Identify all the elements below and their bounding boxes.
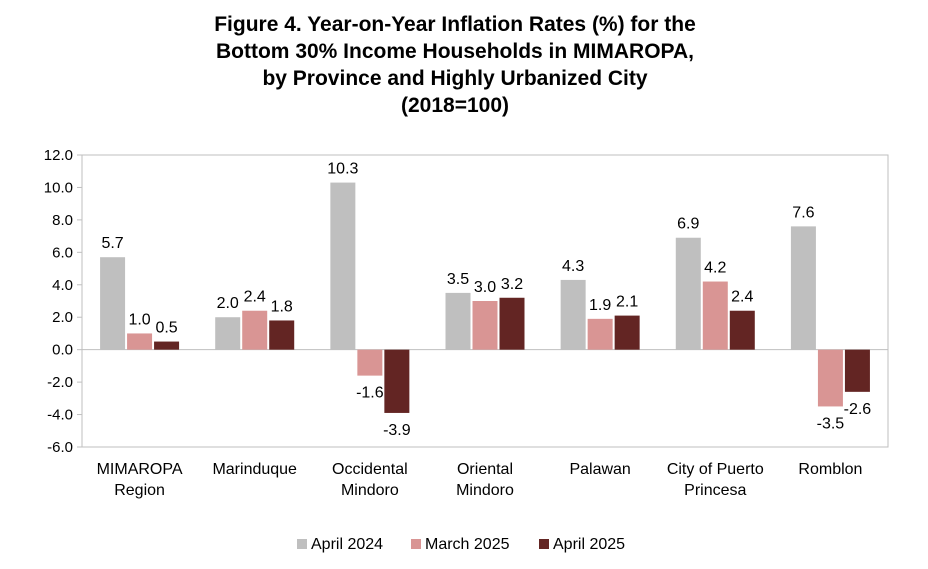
y-tick-label: -4.0: [47, 407, 73, 424]
x-category-label: Region: [114, 482, 165, 499]
bar: [675, 237, 701, 350]
data-label: 2.1: [616, 294, 638, 311]
chart-title: Figure 4. Year-on-Year Inflation Rates (…: [214, 13, 696, 117]
bar: [587, 318, 613, 350]
y-tick-label: 8.0: [52, 212, 73, 229]
y-tick-label: -2.0: [47, 374, 73, 391]
plot-area: 12.0 10.0 8.0 6.0 4.0 2.0 0.0 -2.0 -4.0 -6.0 5.7 1.…: [44, 147, 889, 499]
data-label: -3.9: [383, 422, 411, 439]
x-category-label: Romblon: [798, 461, 862, 478]
data-label: -2.6: [844, 401, 872, 418]
x-category-label: MIMAROPA: [97, 461, 183, 478]
y-tick-label: 10.0: [44, 179, 73, 196]
bar: [844, 349, 870, 392]
chart-title-line-2: Bottom 30% Income Households in MIMAROPA…: [216, 40, 694, 63]
data-label: -3.5: [817, 415, 845, 432]
data-label: 10.3: [327, 161, 358, 178]
data-label: 1.9: [589, 297, 611, 314]
data-label: 3.0: [474, 279, 496, 296]
data-label: 4.2: [704, 260, 726, 277]
bar: [100, 257, 126, 350]
plot-border: [81, 154, 889, 448]
legend-label: March 2025: [425, 536, 510, 553]
bar: [729, 310, 755, 350]
x-category-label: Mindoro: [456, 482, 514, 499]
bar: [269, 320, 295, 350]
data-label: 4.3: [562, 258, 584, 275]
y-tick-label: 4.0: [52, 277, 73, 294]
bar: [445, 292, 471, 350]
data-label: 2.4: [731, 289, 753, 306]
chart-title-line-4: (2018=100): [401, 94, 509, 117]
legend-label: April 2025: [553, 536, 625, 553]
data-label: 2.0: [217, 295, 239, 312]
data-label: 7.6: [792, 204, 814, 221]
y-tick-label: 2.0: [52, 309, 73, 326]
data-label: 5.7: [101, 235, 123, 252]
bar: [560, 279, 586, 350]
bar: [817, 349, 843, 407]
x-category-label: Princesa: [684, 482, 746, 499]
bar: [472, 301, 498, 350]
bar: [702, 281, 728, 350]
y-tick-label: 12.0: [44, 147, 73, 164]
bar: [384, 349, 410, 413]
y-tick-label: 6.0: [52, 244, 73, 261]
bar: [357, 349, 383, 376]
bar: [330, 182, 356, 350]
bar: [127, 333, 153, 350]
chart-title-line-3: by Province and Highly Urbanized City: [262, 67, 647, 90]
bar: [242, 310, 268, 350]
legend-label: April 2024: [311, 536, 383, 553]
data-label: -1.6: [356, 385, 384, 402]
x-category-label: Marinduque: [212, 461, 297, 478]
x-category-label: Palawan: [569, 461, 630, 478]
x-category-label: Occidental: [332, 461, 408, 478]
y-tick-label: 0.0: [52, 342, 73, 359]
bar: [499, 297, 525, 350]
x-category-label: Mindoro: [341, 482, 399, 499]
data-label: 6.9: [677, 216, 699, 233]
x-category-label: City of Puerto: [667, 461, 764, 478]
data-label: 3.5: [447, 271, 469, 288]
legend: April 2024 March 2025 April 2025: [297, 536, 625, 553]
legend-swatch: [539, 539, 549, 549]
data-label: 3.2: [501, 276, 523, 293]
data-label: 1.0: [128, 311, 150, 328]
data-label: 1.8: [271, 298, 293, 315]
bar: [614, 315, 640, 350]
legend-swatch: [297, 539, 307, 549]
bar: [215, 317, 241, 350]
x-category-label: Oriental: [457, 461, 513, 478]
bar: [790, 226, 816, 350]
bar: [154, 341, 180, 350]
data-label: 2.4: [244, 289, 266, 306]
legend-swatch: [411, 539, 421, 549]
chart-title-line-1: Figure 4. Year-on-Year Inflation Rates (…: [214, 13, 696, 36]
data-label: 0.5: [155, 320, 177, 337]
y-tick-label: -6.0: [47, 439, 73, 456]
